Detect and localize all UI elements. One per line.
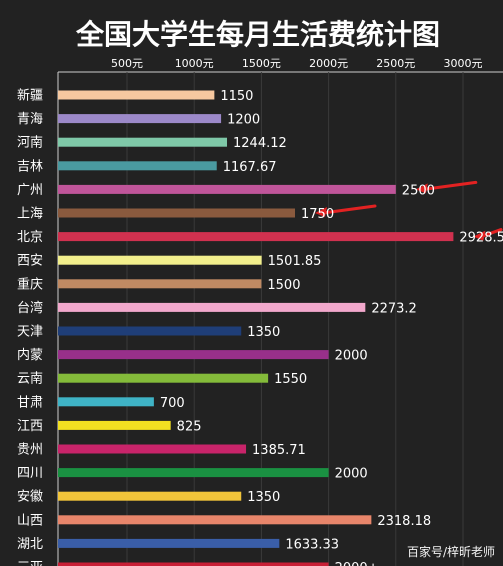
category-label: 西安 [17, 254, 43, 269]
category-label: 台湾 [17, 300, 43, 316]
category-label: 北京 [17, 230, 43, 245]
x-tick-label: 3000元 [444, 57, 483, 70]
category-label: 上海 [17, 207, 43, 222]
bar-15 [58, 444, 247, 454]
value-label: 2000 [335, 349, 368, 364]
bar-0 [58, 90, 215, 100]
value-label: 1350 [247, 490, 280, 505]
bar-5 [58, 208, 295, 218]
bar-8 [58, 279, 262, 289]
bar-6 [58, 232, 454, 242]
watermark-text: 百家号/梓昕老师 [406, 545, 495, 559]
chart-title: 全国大学生每月生活费统计图 [75, 18, 440, 51]
value-label: 700 [160, 396, 185, 411]
category-label: 内蒙 [17, 347, 43, 363]
category-label: 广州 [17, 183, 43, 198]
category-label: 江西 [17, 419, 43, 434]
bar-1 [58, 114, 222, 124]
annotation-arrow-0 [415, 180, 478, 194]
category-label: 青海 [17, 112, 43, 127]
category-label: 甘肃 [17, 395, 43, 410]
bar-11 [58, 350, 329, 360]
category-label: 河南 [17, 135, 43, 151]
value-labels: 1150 1200 1244.12 1167.67 2500 1750 2928.5 1501… [160, 89, 503, 566]
x-tick-label: 2000元 [309, 57, 348, 70]
annotation-arrow-2 [473, 228, 503, 241]
bar-7 [58, 255, 262, 265]
bar-10 [58, 326, 242, 336]
x-tick-label: 1500元 [242, 57, 281, 70]
bar-18 [58, 515, 372, 525]
value-label: 1150 [220, 89, 253, 104]
value-label: 2318.18 [377, 514, 431, 529]
value-label: 2000+ [335, 561, 379, 566]
bar-9 [58, 302, 366, 312]
grid-layer [57, 71, 503, 566]
category-label: 四川 [17, 466, 43, 481]
bar-19 [58, 538, 280, 548]
value-label: 2500 [402, 183, 435, 198]
bar-20 [58, 562, 329, 566]
value-label: 825 [177, 419, 202, 434]
value-label: 1550 [274, 372, 307, 387]
category-label: 重庆 [17, 276, 43, 292]
bar-4 [58, 184, 396, 194]
bar-12 [58, 373, 269, 383]
value-label: 1200 [227, 113, 260, 128]
value-label: 1500 [267, 278, 300, 293]
category-label: 贵州 [17, 443, 43, 458]
bar-2 [58, 137, 228, 147]
category-labels: 新疆青海河南吉林广州上海北京西安重庆台湾天津内蒙云南甘肃江西贵州四川安徽山西湖北… [17, 88, 43, 566]
value-label: 2273.2 [371, 301, 417, 316]
value-label: 1350 [247, 325, 280, 340]
bars [58, 90, 454, 566]
bar-3 [58, 161, 217, 171]
x-tick-label: 500元 [111, 57, 143, 70]
x-tick-label: 1000元 [175, 57, 214, 70]
value-label: 2000 [335, 467, 368, 482]
annotation-arrows [315, 180, 503, 241]
category-label: 云南 [17, 371, 43, 387]
value-label: 2928.5 [459, 231, 503, 246]
x-tick-labels: 500元 1000元 1500元 2000元 2500元 3000元 [111, 57, 483, 70]
category-label: 天津 [17, 325, 43, 340]
category-label: 三亚 [17, 561, 43, 566]
bar-13 [58, 397, 154, 407]
category-label: 安徽 [17, 490, 43, 505]
bar-14 [58, 420, 171, 430]
category-label: 湖北 [17, 537, 43, 552]
category-label: 山西 [17, 513, 43, 528]
value-label: 1385.71 [252, 443, 306, 458]
bar-17 [58, 491, 242, 501]
value-label: 1501.85 [268, 254, 322, 269]
value-label: 1244.12 [233, 136, 287, 151]
value-label: 1167.67 [223, 160, 277, 175]
category-label: 吉林 [17, 159, 43, 174]
annotation-arrow-1 [315, 204, 377, 217]
category-label: 新疆 [17, 88, 43, 104]
value-label: 1750 [301, 207, 334, 222]
bar-16 [58, 468, 329, 478]
value-label: 1633.33 [285, 537, 339, 552]
x-tick-label: 2500元 [376, 57, 415, 70]
